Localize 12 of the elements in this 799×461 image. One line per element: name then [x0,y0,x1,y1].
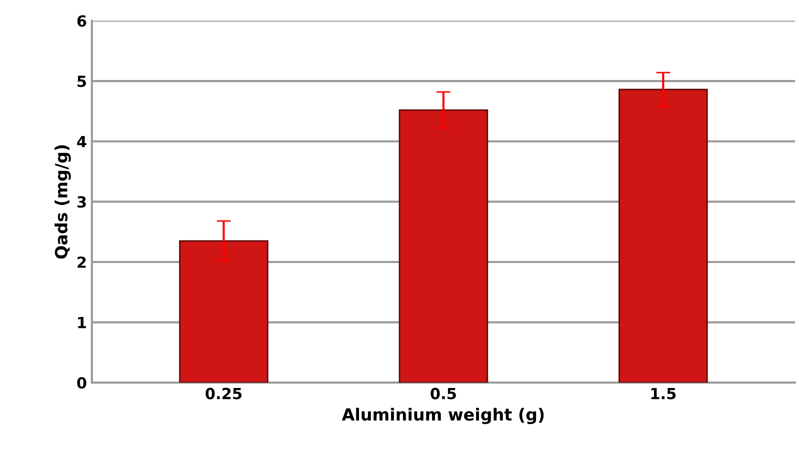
x-axis-title: Aluminium weight (g) [342,408,544,424]
x-tick-label: 0.5 [430,388,456,400]
y-tick-label: 1 [78,316,86,328]
y-tick-label: 6 [77,15,86,27]
x-tick-label: 0.25 [206,388,242,400]
y-axis-title: Qads (mg/g) [54,145,71,259]
y-tick-label: 3 [77,196,86,208]
y-tick-label: 5 [78,76,86,88]
y-tick-label: 0 [77,377,86,389]
x-tick-label: 1.5 [651,388,676,400]
y-tick-label: 4 [77,136,86,148]
y-tick-label: 2 [78,256,86,268]
